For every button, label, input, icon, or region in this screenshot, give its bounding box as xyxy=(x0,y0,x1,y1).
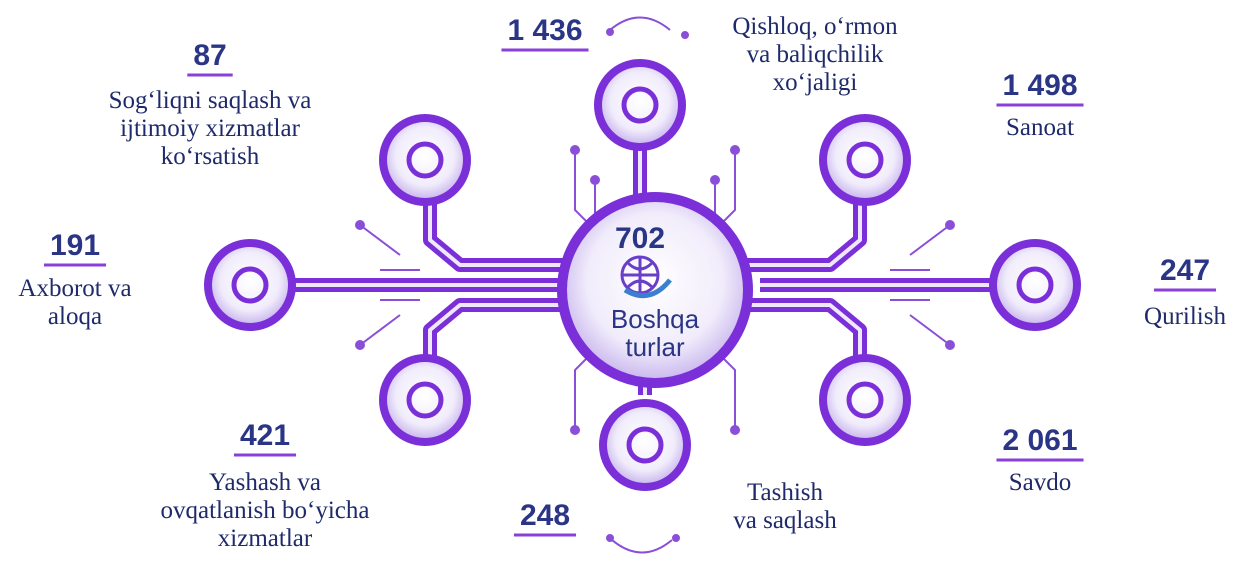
sector-value: 1 436 xyxy=(507,14,582,47)
connector-core xyxy=(428,200,580,267)
sector-value: 247 xyxy=(1160,254,1210,287)
sector-label: va baliqchilik xyxy=(747,41,884,68)
sector-label: ko‘rsatish xyxy=(161,143,260,170)
sector-label: ovqatlanish bo‘yicha xyxy=(161,497,370,524)
icon-fill xyxy=(212,247,288,323)
icon-fill xyxy=(387,122,463,198)
sector-label: Sanoat xyxy=(1006,114,1074,141)
center-value: 702 xyxy=(615,222,665,255)
connector-core xyxy=(730,303,862,360)
sector-value: 1 498 xyxy=(1002,69,1077,102)
connectors xyxy=(295,150,990,395)
icon xyxy=(846,381,884,419)
connector-core xyxy=(730,200,862,267)
sector-label: Sog‘liqni saqlash va xyxy=(109,87,312,114)
sector-label: Savdo xyxy=(1009,469,1072,496)
connector xyxy=(423,200,580,272)
sector-label: Qurilish xyxy=(1144,303,1226,330)
sector-value: 421 xyxy=(240,419,290,452)
sector-value: 248 xyxy=(520,499,570,532)
sector-label: Axborot va xyxy=(18,275,131,302)
sector-label: ijtimoiy xizmatlar xyxy=(120,115,300,142)
icon xyxy=(231,266,269,304)
sector-label: xo‘jaligi xyxy=(773,69,858,96)
sector-label: Qishloq, o‘rmon xyxy=(732,13,898,40)
icon xyxy=(626,426,664,464)
icon xyxy=(621,86,659,124)
icon-fill xyxy=(387,362,463,438)
sector-label: va saqlash xyxy=(733,507,837,534)
globe-icon xyxy=(620,255,672,299)
sector-value: 191 xyxy=(50,229,100,262)
center-label: turlar xyxy=(625,332,685,362)
center-node: 702 Boshqa turlar xyxy=(557,192,753,388)
connector-core xyxy=(428,303,580,360)
icon xyxy=(846,141,884,179)
sector-label: xizmatlar xyxy=(218,525,313,552)
icon-fill xyxy=(997,247,1073,323)
sector-value: 2 061 xyxy=(1002,424,1077,457)
sector-label: Yashash va xyxy=(209,469,321,496)
decorations xyxy=(355,16,955,554)
icon-fill xyxy=(602,67,678,143)
sector-label: Tashish xyxy=(747,479,824,506)
icon xyxy=(406,141,444,179)
sector-value: 87 xyxy=(193,39,226,72)
center-label: Boshqa xyxy=(611,304,700,334)
icon-fill xyxy=(827,122,903,198)
icon-fill xyxy=(607,407,683,483)
icon xyxy=(406,381,444,419)
sector-label: aloqa xyxy=(48,303,102,330)
icon-fill xyxy=(827,362,903,438)
icon xyxy=(1016,266,1054,304)
